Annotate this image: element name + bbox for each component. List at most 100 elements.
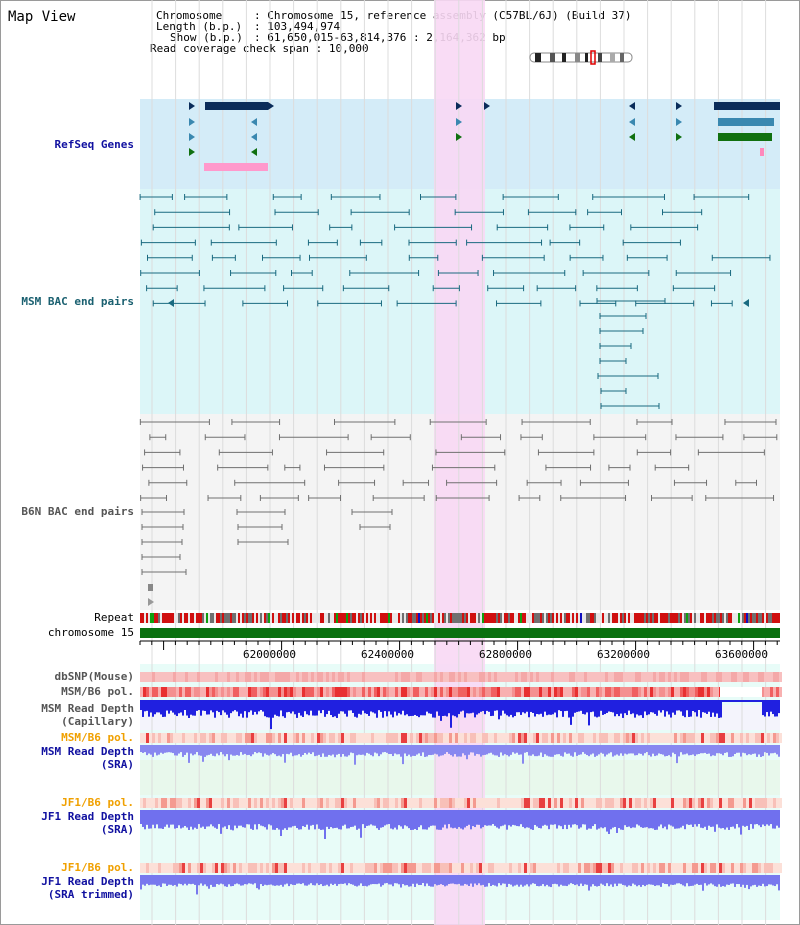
- msm-b6-pol-strip: [215, 687, 218, 697]
- track-label-jf1-depth-sra[interactable]: JF1 Read Depth: [41, 810, 134, 823]
- jf1-b6-pol-strip-2: [638, 863, 641, 873]
- msm-depth-cap-bar: [436, 700, 438, 712]
- msm-depth-sra-bar: [288, 745, 290, 755]
- repeat-segment: [692, 613, 694, 623]
- jf1-b6-pol-strip-2: [587, 863, 590, 873]
- track-label-b6n-bac[interactable]: B6N BAC end pairs: [21, 505, 134, 518]
- msm-b6-pol-strip-2: [227, 733, 230, 743]
- jf1-b6-pol-strip: [269, 798, 272, 808]
- msm-b6-pol-strip: [602, 687, 605, 697]
- msm-depth-cap-bar: [294, 700, 296, 715]
- msm-depth-cap-bar: [594, 700, 596, 717]
- track-label-jf1-b6-pol[interactable]: JF1/B6 pol.: [61, 796, 134, 809]
- msm-b6-pol-strip-2: [725, 733, 728, 743]
- jf1-b6-pol-strip-2: [701, 863, 704, 873]
- jf1-depth-trim-bar: [690, 875, 692, 886]
- coverage-value: 10,000: [328, 42, 369, 55]
- msm-depth-cap-bar: [556, 700, 558, 718]
- msm-depth-cap-bar: [650, 700, 652, 713]
- msm-depth-cap-bar: [268, 700, 270, 718]
- msm-b6-pol-strip: [614, 687, 617, 697]
- msm-b6-pol-strip-2: [365, 733, 368, 743]
- jf1-depth-trim-bar: [318, 875, 320, 886]
- msm-depth-sra-bar: [748, 745, 750, 755]
- msm-depth-cap-bar: [372, 700, 374, 713]
- msm-b6-pol-strip: [338, 687, 341, 697]
- dbsnp-strip: [593, 672, 596, 682]
- msm-depth-cap-bar: [362, 700, 364, 711]
- msm-b6-pol-strip: [374, 687, 377, 697]
- jf1-b6-pol-strip-2: [713, 863, 716, 873]
- msm-b6-pol-strip-2: [551, 733, 554, 743]
- jf1-b6-pol-strip-2: [275, 863, 278, 873]
- msm-depth-cap-bar: [434, 700, 436, 718]
- msm-b6-pol-strip-2: [218, 733, 221, 743]
- repeat-segment: [244, 613, 246, 623]
- dbsnp-strip: [557, 672, 560, 682]
- msm-depth-cap-bar: [548, 700, 550, 715]
- track-label-msm-depth-cap[interactable]: MSM Read Depth: [41, 702, 134, 715]
- msm-b6-pol-strip-2: [704, 733, 707, 743]
- msm-b6-pol-strip-2: [314, 733, 317, 743]
- jf1-b6-pol-strip-2: [635, 863, 638, 873]
- msm-depth-sra-bar: [778, 745, 780, 757]
- repeat-segment: [582, 613, 584, 623]
- jf1-b6-pol-strip-2: [560, 863, 563, 873]
- track-label-refseq-genes[interactable]: RefSeq Genes: [54, 138, 134, 151]
- repeat-segment: [470, 613, 472, 623]
- jf1-depth-trim-bar: [420, 875, 422, 885]
- msm-depth-cap-bar: [166, 700, 168, 711]
- gene-arrow: [629, 118, 635, 126]
- msm-depth-sra-bar: [160, 745, 162, 753]
- jf1-b6-pol-strip-2: [359, 863, 362, 873]
- msm-depth-sra-bar: [300, 745, 302, 757]
- jf1-b6-pol-strip-2: [773, 863, 776, 873]
- dbsnp-strip: [470, 672, 473, 682]
- track-label-jf1-depth-trim[interactable]: JF1 Read Depth: [41, 875, 134, 888]
- msm-depth-sra-bar: [432, 745, 434, 755]
- repeat-segment: [622, 613, 624, 623]
- jf1-depth-sra-bar: [314, 810, 316, 830]
- jf1-depth-sra-bar: [140, 810, 142, 825]
- jf1-depth-trim-bar: [424, 875, 426, 887]
- jf1-depth-trim-bar: [412, 875, 414, 884]
- jf1-b6-pol-strip-2: [767, 863, 770, 873]
- jf1-depth-trim-bar: [436, 875, 438, 886]
- track-label-msm-b6-pol-2[interactable]: MSM/B6 pol.: [61, 731, 134, 744]
- repeat-segment: [402, 613, 404, 623]
- msm-depth-sra-bar: [296, 745, 298, 756]
- msm-b6-pol-strip-2: [779, 733, 782, 743]
- dbsnp-strip: [482, 672, 485, 682]
- msm-depth-cap-bar: [628, 700, 630, 711]
- jf1-b6-pol-strip: [332, 798, 335, 808]
- msm-b6-pol-strip-2: [629, 733, 632, 743]
- msm-b6-pol-strip-2: [257, 733, 260, 743]
- msm-depth-cap-bar: [460, 700, 462, 712]
- jf1-b6-pol-strip-2: [569, 863, 572, 873]
- jf1-b6-pol-strip: [641, 798, 644, 808]
- track-label-chromosome: chromosome 15: [47, 626, 134, 639]
- jf1-b6-pol-strip-2: [356, 863, 359, 873]
- track-label-repeat[interactable]: Repeat: [94, 611, 134, 624]
- repeat-segment: [410, 613, 412, 623]
- track-label-dbsnp[interactable]: dbSNP(Mouse): [54, 670, 134, 683]
- repeat-segment: [462, 613, 464, 623]
- track-label-jf1-b6-pol-2[interactable]: JF1/B6 pol.: [61, 861, 134, 874]
- track-label-msm-bac[interactable]: MSM BAC end pairs: [21, 295, 134, 308]
- jf1-depth-sra-bar: [700, 810, 702, 828]
- repeat-segment: [366, 613, 368, 623]
- jf1-depth-trim-bar: [416, 875, 418, 884]
- jf1-b6-pol-strip: [161, 798, 164, 808]
- jf1-depth-sra-bar: [682, 810, 684, 826]
- dbsnp-strip: [749, 672, 752, 682]
- jf1-b6-pol-strip: [143, 798, 146, 808]
- track-label-msm-depth-sra-sub: (SRA): [100, 758, 134, 771]
- jf1-b6-pol-strip: [230, 798, 233, 808]
- jf1-b6-pol-strip-2: [680, 863, 683, 873]
- repeat-segment: [202, 613, 204, 623]
- track-label-msm-depth-sra[interactable]: MSM Read Depth: [41, 745, 134, 758]
- repeat-segment: [360, 613, 362, 623]
- track-label-msm-b6-pol[interactable]: MSM/B6 pol.: [61, 685, 134, 698]
- msm-b6-pol-strip: [704, 687, 707, 697]
